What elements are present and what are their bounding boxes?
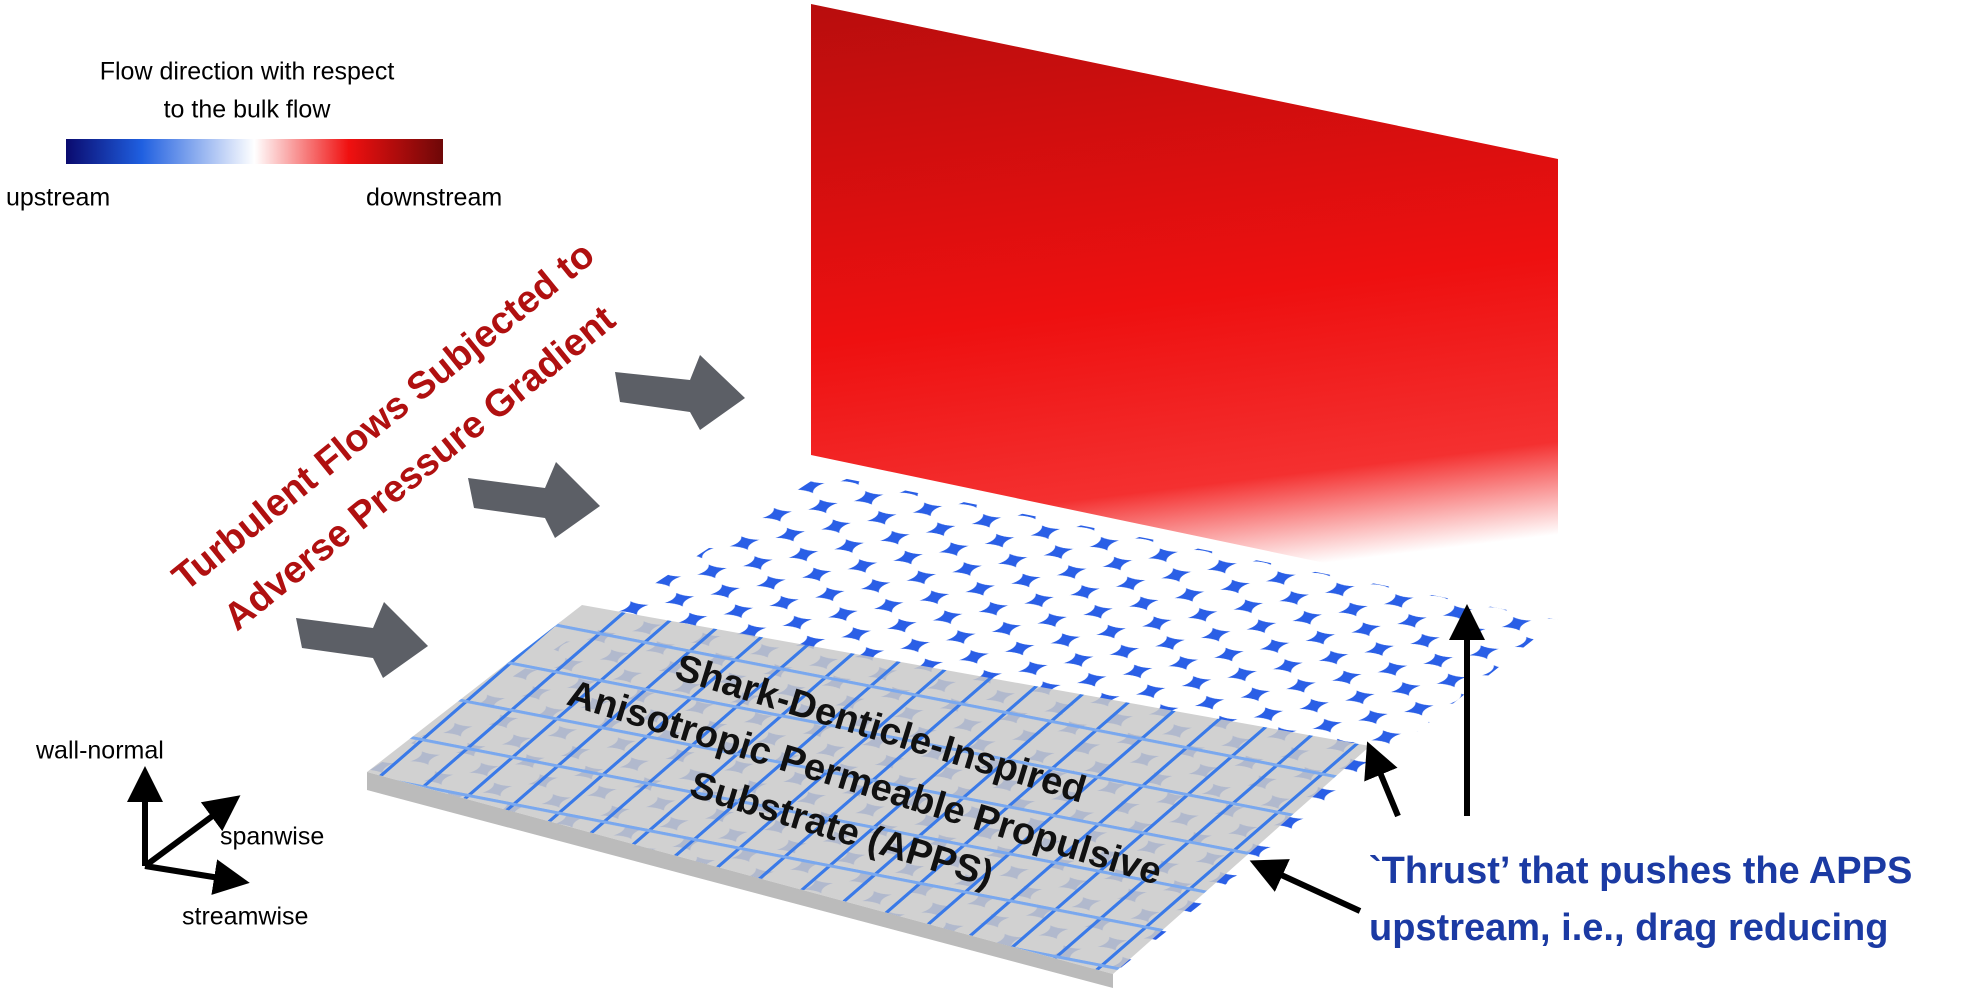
- colorbar-max: downstream: [366, 184, 502, 212]
- flow-label: Turbulent Flows Subjected to: [165, 234, 603, 600]
- colorbar-title: to the bulk flow: [164, 96, 332, 124]
- flow-label: Adverse Pressure Gradient: [216, 298, 624, 639]
- axis-label: wall-normal: [35, 737, 164, 765]
- velocity-plane: [811, 4, 1558, 612]
- axis-label: spanwise: [220, 823, 324, 851]
- axis-label: streamwise: [182, 903, 308, 931]
- axis-triad: [127, 766, 250, 895]
- thrust-label: `Thrust’ that pushes the APPS: [1369, 850, 1912, 892]
- colorbar-title: Flow direction with respect: [100, 58, 395, 86]
- thrust-label: upstream, i.e., drag reducing: [1369, 907, 1888, 949]
- substrate: [367, 605, 1370, 974]
- flow-arrows: [296, 355, 745, 678]
- colorbar: [66, 139, 443, 164]
- substrate-edge: [367, 772, 1113, 988]
- colorbar-min: upstream: [6, 184, 110, 212]
- thrust-arrows: [1249, 604, 1485, 914]
